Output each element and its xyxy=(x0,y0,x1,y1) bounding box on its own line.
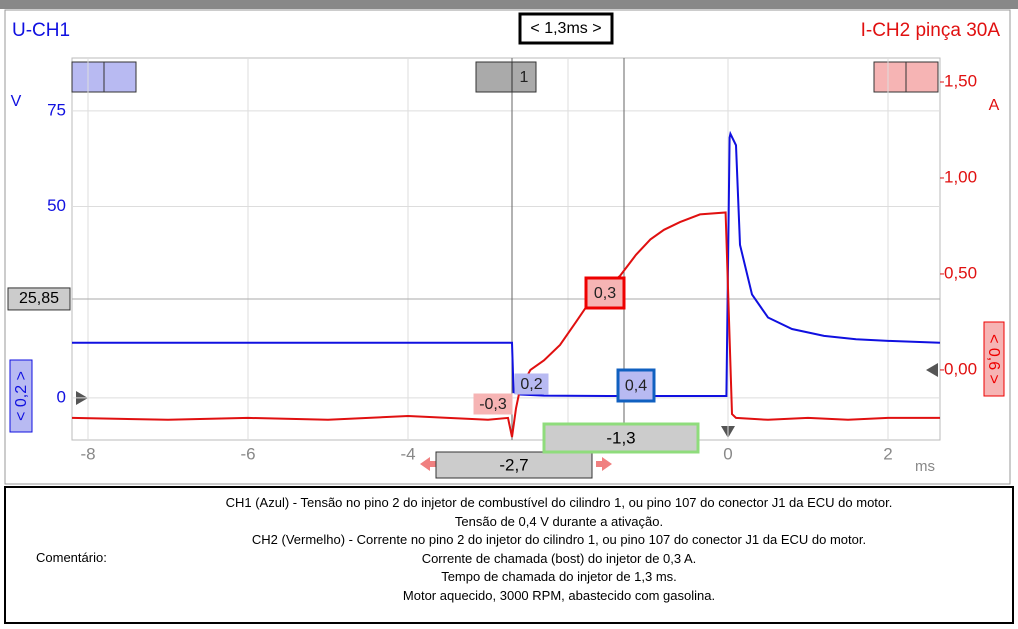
annotation-box xyxy=(584,276,626,310)
cursor-box xyxy=(542,422,700,454)
y2-tick-label: 0,00 xyxy=(944,359,977,378)
y-tick-label: 50 xyxy=(47,196,66,215)
ch1-icon xyxy=(103,61,137,93)
ch1-label: U-CH1 xyxy=(12,20,70,41)
cursor-label: -1,3 xyxy=(606,428,635,447)
y2-unit: A xyxy=(989,97,1000,114)
x-tick-label: -4 xyxy=(400,444,415,463)
ch2-label: I-CH2 pinça 30A xyxy=(861,20,1001,41)
y-tick-label: 75 xyxy=(47,100,66,119)
annotation: 0,3 xyxy=(594,285,616,302)
comment-line: Corrente de chamada (bost) do injetor de… xyxy=(421,550,697,566)
annotation-box xyxy=(9,359,33,433)
comment-line: Tempo de chamada do injetor de 1,3 ms. xyxy=(441,569,677,585)
ch2-icon xyxy=(905,61,939,93)
x-tick-label: 0 xyxy=(723,444,732,463)
trigger-icon xyxy=(475,61,513,93)
x-tick-label: 2 xyxy=(883,444,892,463)
y2-tick-label: 1,50 xyxy=(944,71,977,90)
annotation: 1 xyxy=(520,69,529,86)
annotation-box xyxy=(616,368,656,403)
y2-tick-label: 0,50 xyxy=(944,263,977,282)
timebase-box xyxy=(518,12,614,45)
top-bar xyxy=(0,0,1018,9)
comment-line: Tensão de 0,4 V durante a ativação. xyxy=(454,513,664,529)
annotation-box xyxy=(983,321,1005,397)
cursor-label: -2,7 xyxy=(499,455,528,474)
scope: -8-6-4-202ms050750,000,501,001,50VAU-CH1… xyxy=(0,0,1018,485)
comment-line: Motor aquecido, 3000 RPM, abastecido com… xyxy=(402,587,716,603)
x-tick-label: -8 xyxy=(80,444,95,463)
annotation: < 0,2 > xyxy=(13,371,30,421)
h-cursor-box xyxy=(7,287,71,311)
comment-box: Comentário: CH1 (Azul) - Tensão no pino … xyxy=(4,486,1014,624)
timebase: < 1,3ms > xyxy=(530,20,601,37)
annotation: -0,3 xyxy=(479,396,507,413)
annotation: 0,4 xyxy=(625,378,647,395)
ch2-icon xyxy=(873,61,907,93)
comment-line: CH2 (Vermelho) - Corrente no pino 2 do i… xyxy=(251,532,867,548)
cursor-box xyxy=(435,451,593,479)
annotation: 0,2 xyxy=(520,376,542,393)
y-unit: V xyxy=(11,93,22,110)
x-unit: ms xyxy=(915,458,935,475)
annotation-box xyxy=(514,373,549,395)
comment-label: Comentário: xyxy=(36,550,107,565)
h-cursor-label: 25,85 xyxy=(19,290,59,307)
plot-area xyxy=(71,57,941,441)
annotation-box xyxy=(473,393,513,415)
comment-text: CH1 (Azul) - Tensão no pino 2 do injetor… xyxy=(106,494,1012,606)
y-tick-label: 0 xyxy=(57,387,66,406)
annotation-box xyxy=(511,61,537,93)
x-tick-label: -6 xyxy=(240,444,255,463)
y2-tick-label: 1,00 xyxy=(944,167,977,186)
annotation: < 0,6 > xyxy=(985,334,1002,384)
comment-line: CH1 (Azul) - Tensão no pino 2 do injetor… xyxy=(225,495,893,510)
